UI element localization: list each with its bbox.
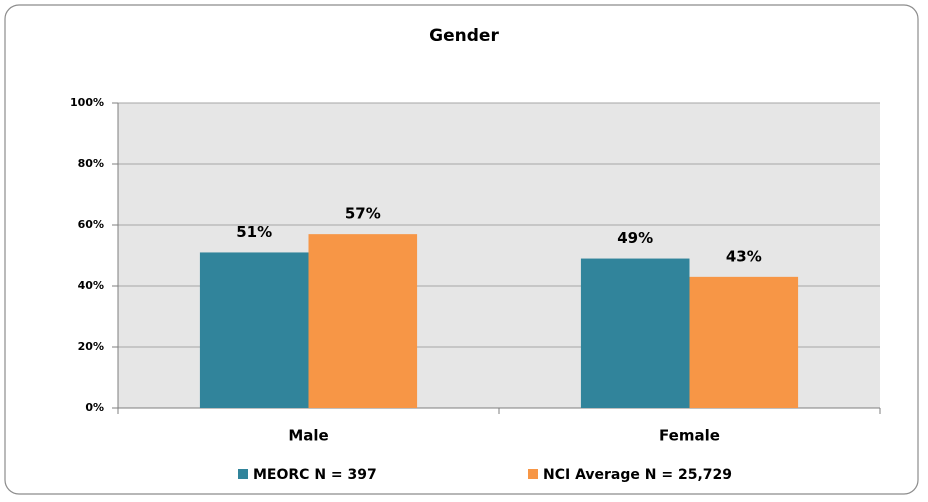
bar bbox=[308, 234, 418, 408]
bar bbox=[580, 258, 690, 408]
y-tick-label: 40% bbox=[78, 279, 104, 292]
y-tick-label: 80% bbox=[78, 157, 104, 170]
x-tick-label: Male bbox=[288, 427, 328, 445]
legend-swatch bbox=[528, 469, 538, 479]
x-tick-label: Female bbox=[659, 427, 720, 445]
y-tick-label: 100% bbox=[70, 96, 104, 109]
value-label: 49% bbox=[617, 229, 653, 247]
legend-label: MEORC N = 397 bbox=[253, 467, 377, 483]
y-tick-label: 60% bbox=[78, 218, 104, 231]
value-label: 51% bbox=[236, 223, 272, 241]
chart-title: Gender bbox=[429, 26, 499, 46]
legend-label: NCI Average N = 25,729 bbox=[543, 467, 732, 483]
value-label: 57% bbox=[345, 205, 381, 223]
value-label: 43% bbox=[726, 247, 762, 265]
bar bbox=[689, 276, 799, 408]
legend-swatch bbox=[238, 469, 248, 479]
y-tick-label: 20% bbox=[78, 340, 104, 353]
bar bbox=[199, 252, 309, 408]
y-tick-label: 0% bbox=[85, 401, 104, 414]
